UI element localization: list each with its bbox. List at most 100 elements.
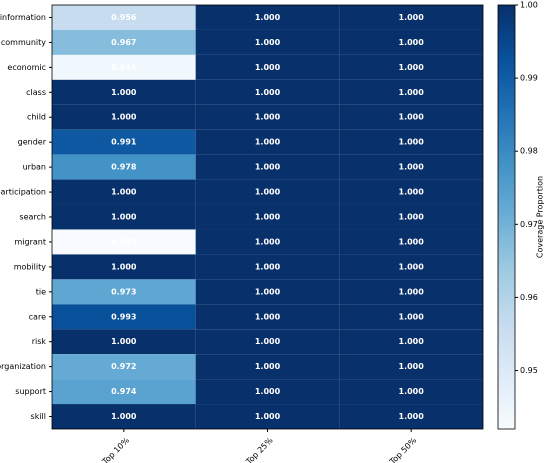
cell <box>52 79 196 105</box>
cell <box>52 104 196 130</box>
cell-label: 1.000 <box>255 362 281 371</box>
colorbar <box>497 4 516 430</box>
colorbar-label: Coverage Proportion <box>536 176 545 258</box>
cell <box>195 179 340 205</box>
cell <box>52 29 196 55</box>
cell <box>339 54 483 80</box>
cell <box>339 29 483 55</box>
y-tick-label: economic <box>7 63 46 72</box>
cell-label: 1.000 <box>399 387 425 396</box>
cell-label: 0.956 <box>111 13 137 22</box>
cell <box>52 179 196 205</box>
cell <box>339 179 483 205</box>
cell <box>195 304 340 330</box>
cell-label: 1.000 <box>111 88 137 97</box>
cell <box>339 379 483 405</box>
cell <box>339 329 483 355</box>
colorbar-tick-label: 0.97 <box>520 220 538 229</box>
cell <box>339 229 483 255</box>
cell <box>52 229 196 255</box>
cell-label: 1.000 <box>399 362 425 371</box>
y-tick-label: skill <box>31 412 46 421</box>
cell-label: 1.000 <box>399 262 425 271</box>
cell-label: 1.000 <box>255 237 281 246</box>
cell-label: 1.000 <box>255 63 281 72</box>
cell-label: 1.000 <box>399 88 425 97</box>
cell-label: 1.000 <box>255 163 281 172</box>
cell <box>52 129 196 155</box>
y-tick-label: tie <box>36 287 46 296</box>
x-tick-label: Top 50% <box>387 436 418 463</box>
cell <box>195 329 340 355</box>
y-tick-label: community <box>1 38 46 47</box>
cell-label: 1.000 <box>255 287 281 296</box>
cell <box>52 354 196 380</box>
cell-label: 1.000 <box>255 138 281 147</box>
cell-label: 1.000 <box>399 312 425 321</box>
cell <box>339 354 483 380</box>
cell-label: 0.978 <box>111 163 137 172</box>
y-tick-label: risk <box>32 337 47 346</box>
cell <box>52 279 196 305</box>
cell <box>195 79 340 105</box>
cell-label: 0.944 <box>111 63 137 72</box>
cell-label: 1.000 <box>111 412 137 421</box>
cell-label: 1.000 <box>255 213 281 222</box>
colorbar-tick-label: 0.99 <box>520 74 538 83</box>
cell-label: 1.000 <box>111 113 137 122</box>
cell <box>339 5 483 30</box>
cell <box>52 54 196 80</box>
cell <box>339 154 483 180</box>
cell <box>195 279 340 305</box>
cell-label: 1.000 <box>399 237 425 246</box>
y-tick-label: search <box>19 213 46 222</box>
cell-label: 1.000 <box>399 113 425 122</box>
y-tick-label: gender <box>18 138 47 147</box>
cell <box>195 404 340 429</box>
cell-label: 1.000 <box>255 412 281 421</box>
cell-label: 1.000 <box>255 88 281 97</box>
cell <box>52 329 196 355</box>
cell-label: 0.991 <box>111 138 137 147</box>
cell-label: 1.000 <box>399 38 425 47</box>
colorbar-tick-label: 0.95 <box>520 366 538 375</box>
cell <box>195 229 340 255</box>
cell-label: 1.000 <box>111 213 137 222</box>
y-tick-label: mobility <box>14 262 47 271</box>
x-tick-label: Top 25% <box>244 436 275 463</box>
cell <box>195 354 340 380</box>
y-tick-label: class <box>26 88 46 97</box>
cell-label: 1.000 <box>399 213 425 222</box>
y-tick-label: urban <box>23 163 46 172</box>
cell-label: 1.000 <box>399 63 425 72</box>
cell <box>195 54 340 80</box>
cell <box>195 154 340 180</box>
cell-label: 1.000 <box>255 312 281 321</box>
cell-label: 1.000 <box>399 287 425 296</box>
cell <box>195 254 340 280</box>
cell <box>195 129 340 155</box>
cell <box>339 104 483 130</box>
y-tick-label: migrant <box>15 237 47 246</box>
cell <box>339 79 483 105</box>
cell-label: 1.000 <box>255 387 281 396</box>
colorbar-tick-label: 0.96 <box>520 293 538 302</box>
cell <box>52 154 196 180</box>
x-tick-label: Top 10% <box>100 436 131 463</box>
cell-label: 1.000 <box>399 138 425 147</box>
cell <box>339 254 483 280</box>
cell <box>52 404 196 429</box>
cell <box>52 379 196 405</box>
cell-label: 1.000 <box>255 262 281 271</box>
cell-label: 0.972 <box>111 362 136 371</box>
y-tick-label: participation <box>0 188 46 197</box>
cell-label: 0.974 <box>111 387 137 396</box>
cell-label: 0.942 <box>111 237 136 246</box>
cell <box>339 304 483 330</box>
cell <box>195 5 340 30</box>
cell-label: 0.967 <box>111 38 136 47</box>
cell-label: 0.973 <box>111 287 136 296</box>
cell <box>52 304 196 330</box>
y-tick-label: support <box>15 387 46 396</box>
